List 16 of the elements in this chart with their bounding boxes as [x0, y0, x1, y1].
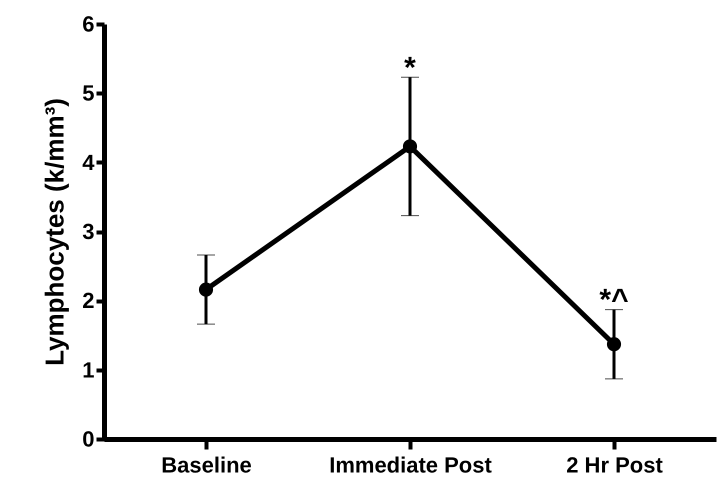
point: [606, 337, 622, 352]
y-tick-label: 0: [82, 426, 94, 452]
x-tick-label: Baseline: [161, 452, 252, 478]
y-tick-label: 4: [82, 150, 96, 175]
x-tick-label: 2 Hr Post: [566, 452, 664, 478]
data-label: *: [404, 51, 416, 84]
y-tick-label: 2: [82, 288, 94, 314]
y-axis-title: Lymphocytes (k/mm³): [39, 98, 70, 366]
y-tick-label: 5: [82, 80, 94, 106]
point: [198, 282, 214, 297]
y-tick-label: 1: [82, 357, 94, 382]
y-tick-label: 6: [82, 12, 94, 36]
data-label: *^: [599, 284, 629, 317]
point: [402, 139, 418, 154]
x-tick-label: Immediate Post: [329, 452, 492, 478]
y-tick-label: 3: [82, 219, 94, 244]
